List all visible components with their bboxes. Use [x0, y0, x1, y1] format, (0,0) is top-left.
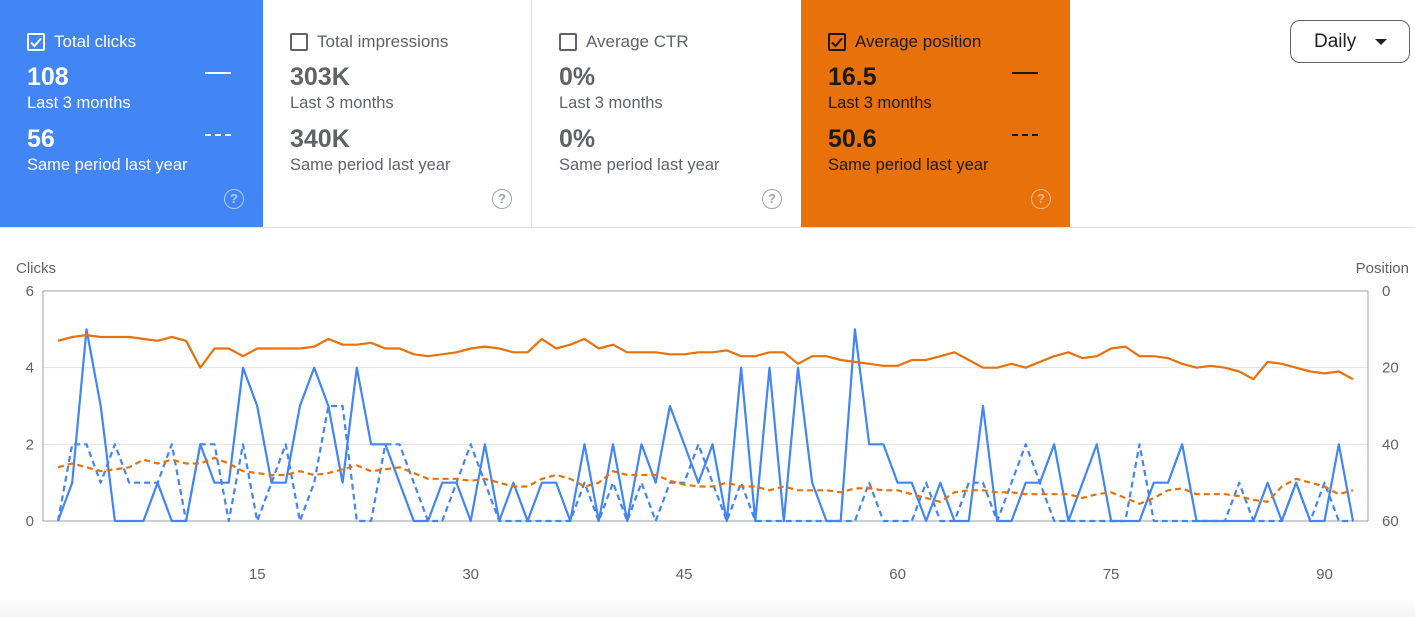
divider — [0, 227, 1415, 228]
card-header: Total impressions — [290, 31, 531, 53]
card-label: Average position — [855, 32, 982, 51]
card-value-period: Last 3 months — [559, 94, 663, 112]
card-label: Average CTR — [586, 32, 689, 51]
card-header: Average CTR — [559, 31, 801, 53]
left-axis-title: Clicks — [16, 260, 56, 277]
metric-cards: Total clicks 108 Last 3 months 56 Same p… — [0, 0, 1070, 227]
card-value: 0% — [559, 63, 596, 91]
help-icon[interactable]: ? — [492, 189, 512, 209]
card-compare-period: Same period last year — [290, 156, 451, 174]
bottom-shade — [0, 598, 1415, 617]
series-clicks-current-line — [56, 328, 1355, 523]
help-icon[interactable]: ? — [1031, 189, 1051, 209]
left-tick-label: 6 — [26, 283, 34, 300]
card-label: Total clicks — [54, 32, 137, 51]
dashed-line-legend-icon — [205, 134, 231, 136]
left-tick-label: 2 — [26, 436, 34, 453]
card-value-period: Last 3 months — [828, 94, 932, 112]
right-tick-label: 0 — [1382, 283, 1390, 300]
right-tick-label: 20 — [1382, 360, 1399, 377]
card-header: Average position — [828, 31, 1070, 53]
right-axis-title: Position — [1356, 260, 1409, 277]
card-compare-period: Same period last year — [559, 156, 720, 174]
card-value: 16.5 — [828, 63, 877, 91]
total-clicks-card[interactable]: Total clicks 108 Last 3 months 56 Same p… — [0, 0, 263, 227]
checkbox-checked-icon[interactable] — [27, 33, 45, 51]
checkbox-unchecked-icon[interactable] — [559, 33, 577, 51]
card-compare-value: 0% — [559, 125, 596, 153]
x-tick-label: 90 — [1316, 566, 1333, 583]
dashed-line-legend-icon — [1012, 134, 1038, 136]
card-compare-period: Same period last year — [828, 156, 989, 174]
series-position-previous-line — [57, 456, 1354, 505]
granularity-selected: Daily — [1314, 30, 1357, 52]
total-impressions-card[interactable]: Total impressions 303K Last 3 months 340… — [263, 0, 532, 227]
caret-down-icon — [1375, 39, 1387, 45]
x-tick-label: 15 — [249, 566, 266, 583]
checkbox-checked-icon[interactable] — [828, 33, 846, 51]
card-compare-value: 50.6 — [828, 125, 877, 153]
card-header: Total clicks — [27, 31, 263, 53]
card-value-period: Last 3 months — [290, 94, 394, 112]
right-tick-label: 60 — [1382, 513, 1399, 530]
solid-line-legend-icon — [1012, 72, 1038, 74]
card-value: 108 — [27, 63, 69, 91]
help-icon[interactable]: ? — [224, 189, 244, 209]
x-tick-label: 45 — [676, 566, 693, 583]
x-tick-label: 75 — [1103, 566, 1120, 583]
series-clicks-previous-line — [56, 404, 1353, 523]
card-compare-value: 340K — [290, 125, 350, 153]
card-compare-value: 56 — [27, 125, 55, 153]
x-tick-label: 60 — [889, 566, 906, 583]
card-compare-period: Same period last year — [27, 156, 188, 174]
card-label: Total impressions — [317, 32, 449, 51]
left-tick-label: 0 — [26, 513, 34, 530]
card-value: 303K — [290, 63, 350, 91]
help-icon[interactable]: ? — [762, 189, 782, 209]
card-value-period: Last 3 months — [27, 94, 131, 112]
x-tick-label: 30 — [462, 566, 479, 583]
series-position-current-line — [57, 333, 1354, 381]
left-tick-label: 4 — [26, 360, 34, 377]
solid-line-legend-icon — [205, 72, 231, 74]
average-ctr-card[interactable]: Average CTR 0% Last 3 months 0% Same per… — [532, 0, 801, 227]
granularity-dropdown[interactable]: Daily — [1290, 20, 1410, 63]
right-tick-label: 40 — [1382, 436, 1399, 453]
checkbox-unchecked-icon[interactable] — [290, 33, 308, 51]
average-position-card[interactable]: Average position 16.5 Last 3 months 50.6… — [801, 0, 1070, 227]
